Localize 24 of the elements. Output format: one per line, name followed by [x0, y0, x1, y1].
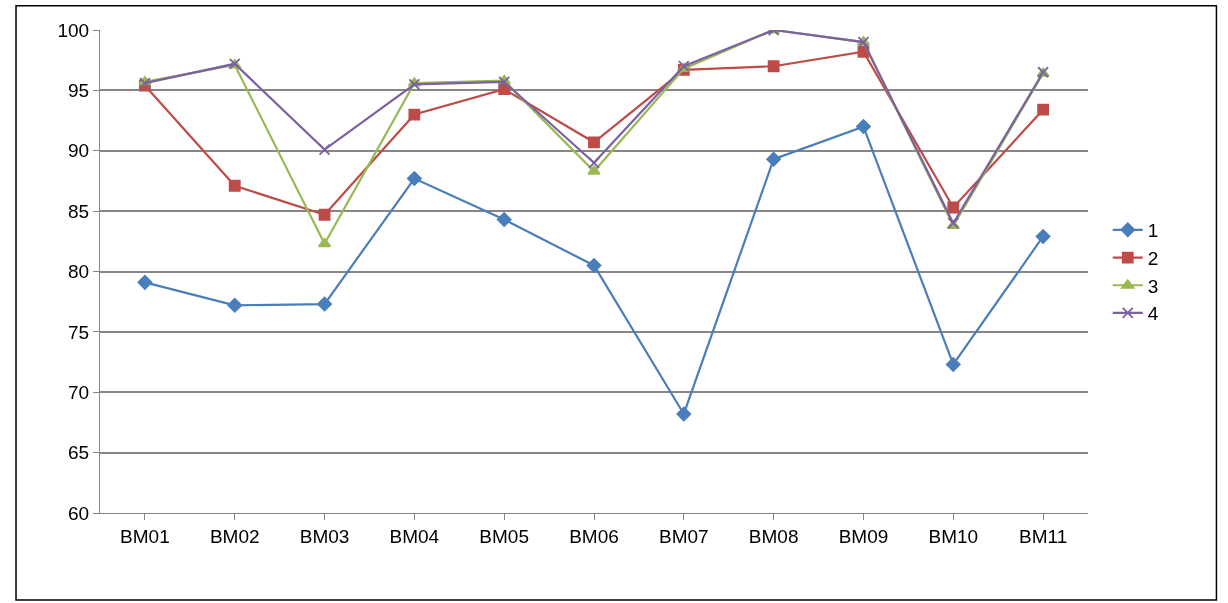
x-tick-label: BM08 [748, 525, 799, 547]
y-tick-label: 75 [68, 321, 90, 343]
x-tick-label: BM07 [659, 525, 709, 547]
y-tick-label: 100 [57, 19, 90, 41]
x-tick-label: BM01 [120, 525, 170, 547]
y-tick-label: 80 [68, 261, 90, 283]
legend-label: 1 [1147, 220, 1159, 242]
y-tick-label: 65 [68, 442, 90, 464]
y-tick-label: 70 [68, 381, 90, 403]
x-tick-label: BM03 [299, 525, 350, 547]
y-tick-label: 95 [68, 80, 90, 102]
x-tick-label: BM09 [838, 525, 889, 547]
y-tick-label: 85 [68, 200, 90, 222]
x-tick-label: BM02 [209, 525, 260, 547]
y-tick-label: 60 [68, 502, 90, 524]
legend-label: 4 [1147, 303, 1159, 325]
y-tick-label: 90 [68, 140, 90, 162]
x-tick-label: BM11 [1018, 525, 1068, 547]
x-tick-label: BM10 [928, 525, 979, 547]
x-tick-label: BM06 [569, 525, 619, 547]
legend-label: 2 [1147, 247, 1159, 269]
legend-label: 3 [1147, 275, 1159, 297]
x-tick-label: BM04 [389, 525, 440, 547]
x-tick-label: BM05 [479, 525, 529, 547]
